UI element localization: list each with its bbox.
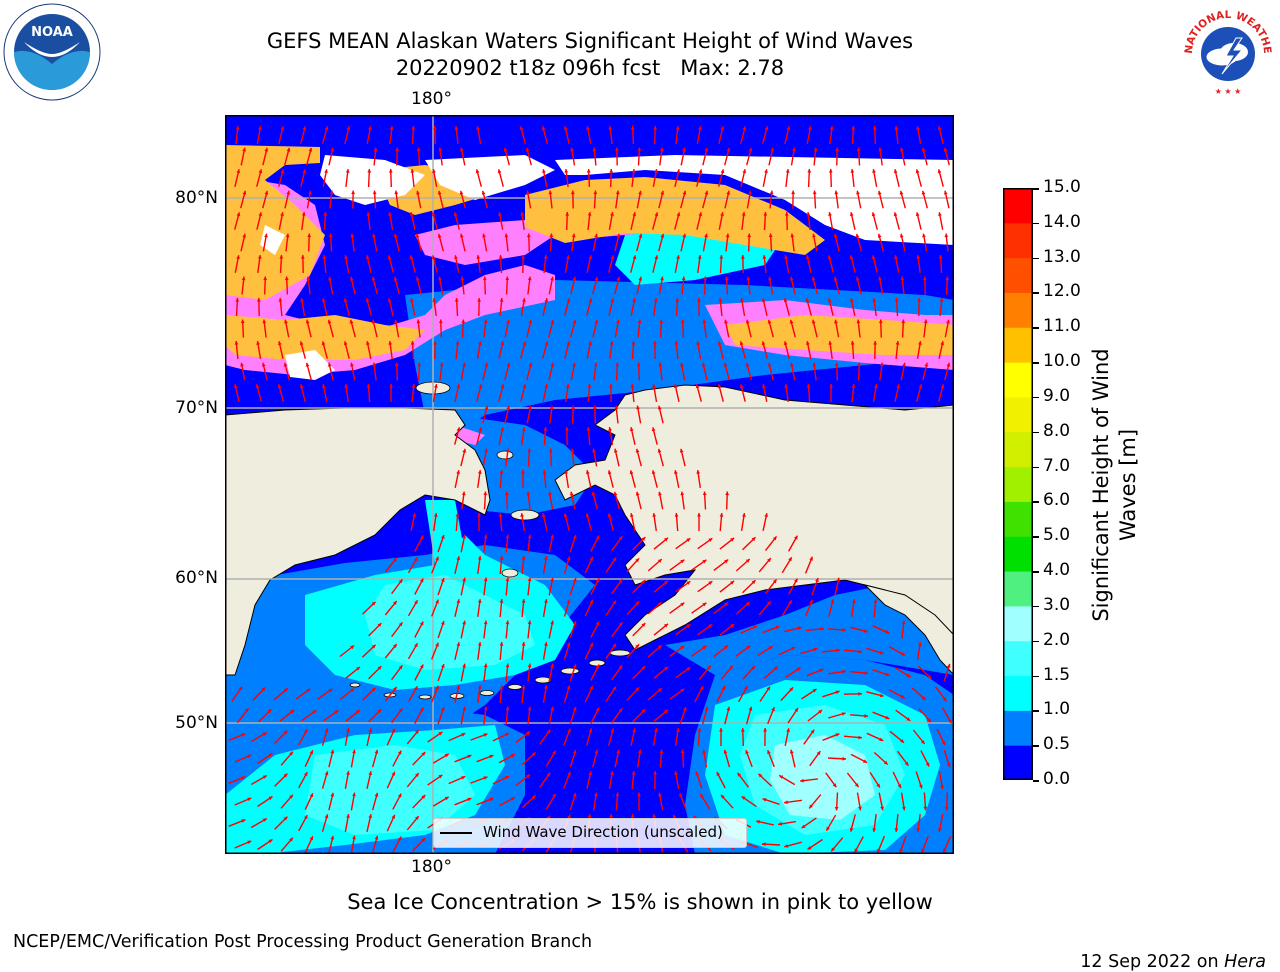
- colorbar-segment: [1003, 188, 1033, 223]
- colorbar-tick-label: 8.0: [1043, 421, 1070, 441]
- lat-label-80: 80°N: [158, 188, 218, 208]
- colorbar-tick-label: 1.5: [1043, 665, 1070, 685]
- colorbar-tick-label: 12.0: [1043, 281, 1081, 301]
- footer-date-text: 12 Sep 2022 on: [1080, 952, 1224, 972]
- colorbar-segment: [1003, 223, 1033, 258]
- sea-ice-note: Sea Ice Concentration > 15% is shown in …: [0, 890, 1280, 914]
- colorbar-tick-label: 14.0: [1043, 212, 1081, 232]
- nws-logo: NATIONAL WEATHER SERVICE ★ ★ ★: [1178, 2, 1278, 102]
- colorbar-tick-mark: [1033, 292, 1039, 294]
- colorbar-segment: [1003, 571, 1033, 606]
- colorbar-segment: [1003, 536, 1033, 571]
- colorbar-tick-label: 2.0: [1043, 630, 1070, 650]
- chart-subtitle: 20220902 t18z 096h fcst Max: 2.78: [0, 55, 1180, 82]
- colorbar-segment: [1003, 362, 1033, 397]
- colorbar-tick-mark: [1033, 258, 1039, 260]
- colorbar-tick-mark: [1033, 397, 1039, 399]
- colorbar-segment: [1003, 432, 1033, 467]
- lon-label-bottom: 180°: [411, 857, 452, 877]
- colorbar-segment: [1003, 258, 1033, 293]
- colorbar-tick-label: 7.0: [1043, 456, 1070, 476]
- colorbar-segment: [1003, 676, 1033, 711]
- colorbar-segment: [1003, 745, 1033, 780]
- colorbar-tick-label: 13.0: [1043, 247, 1081, 267]
- colorbar-tick-mark: [1033, 432, 1039, 434]
- footer-machine: Hera: [1224, 952, 1266, 972]
- chart-title: GEFS MEAN Alaskan Waters Significant Hei…: [0, 28, 1180, 55]
- legend-label: Wind Wave Direction (unscaled): [483, 823, 723, 841]
- colorbar-tick-mark: [1033, 745, 1039, 747]
- colorbar-tick-mark: [1033, 536, 1039, 538]
- colorbar-segment: [1003, 397, 1033, 432]
- legend-line-swatch: [440, 832, 472, 834]
- colorbar-segment: [1003, 641, 1033, 676]
- lon-label-top: 180°: [411, 89, 452, 109]
- colorbar-tick-label: 4.0: [1043, 560, 1070, 580]
- colorbar-tick-mark: [1033, 223, 1039, 225]
- colorbar-tick-mark: [1033, 710, 1039, 712]
- colorbar-tick-label: 15.0: [1043, 177, 1081, 197]
- footer-date: 12 Sep 2022 on Hera: [1069, 932, 1266, 972]
- colorbar-segment: [1003, 606, 1033, 641]
- colorbar-tick-mark: [1033, 571, 1039, 573]
- wave-height-map: [225, 115, 954, 854]
- lat-label-60: 60°N: [158, 568, 218, 588]
- colorbar-label-line1: Significant Height of Wind: [1088, 348, 1115, 621]
- colorbar-tick-mark: [1033, 362, 1039, 364]
- colorbar-tick-label: 5.0: [1043, 525, 1070, 545]
- colorbar-tick-label: 9.0: [1043, 386, 1070, 406]
- colorbar-tick-mark: [1033, 676, 1039, 678]
- colorbar-tick-mark: [1033, 780, 1039, 782]
- colorbar-tick-label: 6.0: [1043, 490, 1070, 510]
- colorbar-tick-label: 11.0: [1043, 316, 1081, 336]
- colorbar-tick-label: 10.0: [1043, 351, 1081, 371]
- colorbar-tick-label: 1.0: [1043, 699, 1070, 719]
- colorbar-tick-label: 0.5: [1043, 734, 1070, 754]
- footer-org: NCEP/EMC/Verification Post Processing Pr…: [13, 932, 592, 952]
- colorbar-segment: [1003, 710, 1033, 745]
- colorbar-tick-mark: [1033, 501, 1039, 503]
- colorbar-segment: [1003, 292, 1033, 327]
- colorbar-tick-mark: [1033, 606, 1039, 608]
- colorbar-segment: [1003, 501, 1033, 536]
- colorbar-tick-mark: [1033, 641, 1039, 643]
- colorbar-tick-mark: [1033, 467, 1039, 469]
- colorbar-segment: [1003, 467, 1033, 502]
- colorbar-tick-mark: [1033, 188, 1039, 190]
- lat-label-70: 70°N: [158, 398, 218, 418]
- svg-text:★ ★ ★: ★ ★ ★: [1215, 87, 1242, 96]
- colorbar-label-line2: Waves [m]: [1115, 348, 1142, 621]
- colorbar-segment: [1003, 327, 1033, 362]
- map-legend: Wind Wave Direction (unscaled): [433, 818, 747, 848]
- colorbar: [1003, 188, 1033, 780]
- colorbar-tick-label: 0.0: [1043, 769, 1070, 789]
- colorbar-tick-label: 3.0: [1043, 595, 1070, 615]
- lat-label-50: 50°N: [158, 713, 218, 733]
- colorbar-tick-mark: [1033, 327, 1039, 329]
